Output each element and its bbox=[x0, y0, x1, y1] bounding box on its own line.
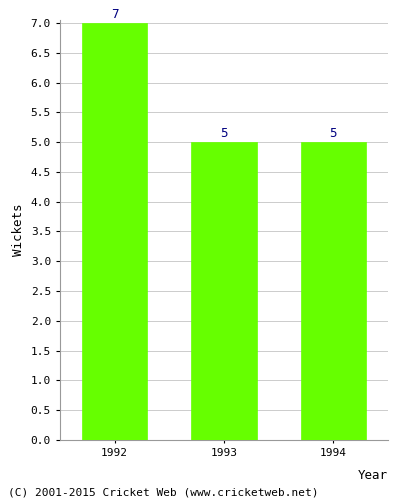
Text: 5: 5 bbox=[330, 126, 337, 140]
Text: 5: 5 bbox=[220, 126, 228, 140]
Text: Year: Year bbox=[358, 470, 388, 482]
Text: 7: 7 bbox=[111, 8, 118, 20]
Bar bbox=[300, 142, 366, 440]
Y-axis label: Wickets: Wickets bbox=[12, 204, 25, 256]
Bar bbox=[191, 142, 257, 440]
Bar bbox=[82, 23, 148, 440]
Text: (C) 2001-2015 Cricket Web (www.cricketweb.net): (C) 2001-2015 Cricket Web (www.cricketwe… bbox=[8, 488, 318, 498]
